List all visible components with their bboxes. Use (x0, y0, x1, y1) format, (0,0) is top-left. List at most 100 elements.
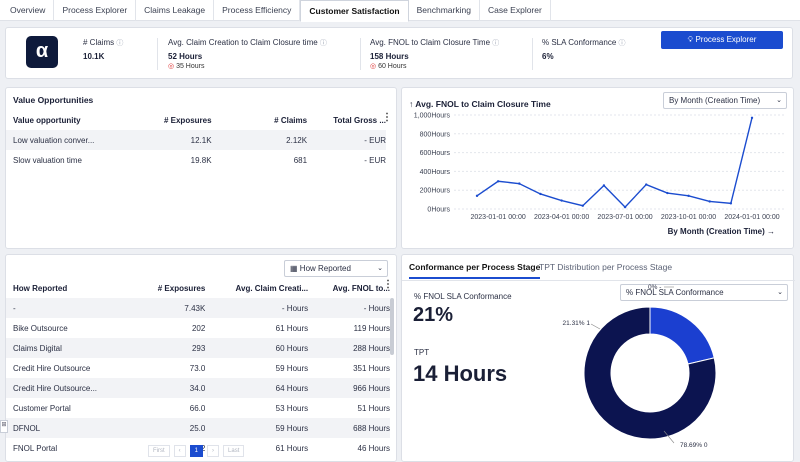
column-header[interactable]: How Reported (13, 283, 68, 293)
divider (360, 38, 361, 70)
pager-button[interactable]: 1 (189, 445, 204, 457)
pager-button[interactable]: › (207, 445, 220, 457)
tpt-value: 14 Hours (413, 361, 508, 386)
table-cell: 7.43K (119, 298, 206, 318)
y-tick-label: 800Hours (420, 131, 451, 138)
tab-case-explorer[interactable]: Case Explorer (480, 0, 551, 21)
pager-button[interactable]: First (148, 445, 170, 457)
table-cell: 34.0 (119, 378, 206, 398)
pager-button[interactable]: Last (223, 445, 245, 457)
table-cell: 46 Hours (357, 443, 390, 453)
data-point[interactable] (623, 205, 627, 209)
tab-customer-satisfaction[interactable]: Customer Satisfaction (300, 0, 409, 22)
info-icon[interactable]: ⓘ (319, 40, 327, 47)
data-point[interactable] (539, 192, 542, 196)
pagination: First ‹ 1 › Last (148, 445, 245, 457)
y-tick-label: 600Hours (420, 150, 451, 157)
table-row[interactable]: Credit Hire Outsource 73.0 59 Hours 351 Hou… (6, 358, 390, 378)
table-row[interactable]: -7.43K - Hours - Hours (6, 298, 390, 318)
data-point[interactable] (729, 202, 733, 205)
donut-slice[interactable] (583, 306, 717, 440)
data-point[interactable] (581, 204, 584, 207)
column-header[interactable]: # Claims (274, 115, 308, 125)
tab-conformance[interactable]: Conformance per Process Stage (409, 262, 541, 279)
table-row[interactable]: Credit Hire Outsource... 34.0 64 Hours 966 … (6, 378, 390, 398)
data-point[interactable] (518, 182, 521, 185)
sla-label: % FNOL SLA Conformance (414, 292, 512, 301)
data-point[interactable] (666, 191, 669, 195)
table-cell: - EUR (307, 130, 386, 150)
data-point[interactable] (687, 194, 690, 198)
column-header[interactable]: # Exposures (157, 283, 206, 293)
how-reported-dropdown[interactable]: ▦ How Reported ⌄ (284, 260, 388, 277)
table-row[interactable]: DFNOL 25.0 59 Hours 688 Hours (6, 418, 390, 438)
chart-title-row: ↑ Avg. FNOL to Claim Closure Time (409, 99, 551, 109)
lightbulb-icon: 💡︎ (687, 35, 694, 44)
data-point[interactable] (475, 194, 479, 198)
app-logo: α (26, 36, 58, 68)
table-cell: - (6, 298, 120, 318)
table-cell: DFNOL (6, 418, 120, 438)
kpi-creation-label: Avg. Claim Creation to Claim Closure tim… (168, 38, 318, 47)
kpi-claims-value: 10.1K (83, 52, 105, 61)
column-header[interactable]: Total Gross ... (333, 115, 386, 125)
table-row[interactable]: Low valuation conver... 12.1K 2.12K - EUR (6, 130, 386, 150)
fnol-chart-panel: ↑ Avg. FNOL to Claim Closure Time By Mon… (401, 87, 794, 249)
dropdown-value: How Reported (299, 264, 351, 273)
tab-overview[interactable]: Overview (2, 0, 55, 21)
process-explorer-button[interactable]: 💡︎ Process Explorer (661, 31, 783, 49)
how-reported-panel: ▦ How Reported ⌄ ⋮ How Reported # Exposur… (5, 254, 397, 462)
series-line (476, 117, 753, 209)
kpi-creation-value: 52 Hours (168, 52, 203, 61)
table-cell: 288 Hours (308, 338, 390, 358)
info-icon[interactable]: ⓘ (116, 40, 124, 47)
chart-grouping-link[interactable]: By Month (Creation Time) → (667, 227, 775, 236)
y-tick-label: 200Hours (420, 188, 451, 195)
conformance-dropdown[interactable]: % FNOL SLA Conformance ⌄ (620, 284, 788, 301)
more-options-icon[interactable]: ⋮ (383, 279, 393, 290)
table-cell: 59 Hours (275, 363, 309, 373)
table-row[interactable]: Slow valuation time 19.8K 681 - EUR (6, 150, 386, 170)
column-header[interactable]: # Exposures (163, 115, 212, 125)
chart-grouping-dropdown[interactable]: By Month (Creation Time) ⌄ (663, 92, 787, 109)
label-connector (590, 323, 601, 330)
data-point[interactable] (750, 116, 754, 120)
donut-label: 21.31% 1 (563, 320, 591, 327)
data-point[interactable] (496, 180, 500, 183)
tab-process-efficiency[interactable]: Process Efficiency (214, 0, 301, 21)
side-panel-toggle[interactable]: ⊞ (0, 420, 8, 433)
tab-process-explorer[interactable]: Process Explorer (54, 0, 137, 21)
tab-claims-leakage[interactable]: Claims Leakage (136, 0, 215, 21)
pager-button[interactable]: ‹ (173, 445, 186, 457)
table-row[interactable]: Bike Outsource 202 61 Hours 119 Hours (6, 318, 390, 338)
column-header[interactable]: Value opportunity (13, 115, 81, 125)
dropdown-value: % FNOL SLA Conformance (626, 288, 724, 297)
panel-title: Value Opportunities (13, 95, 94, 105)
column-header[interactable]: Avg. FNOL to... (332, 283, 390, 293)
value-opportunities-panel: Value Opportunities Value opportunity # … (5, 87, 397, 249)
table-icon: ▦ (290, 264, 298, 273)
column-header[interactable]: Avg. Claim Creati... (235, 283, 309, 293)
table-cell: 60 Hours (205, 338, 309, 358)
dropdown-value: By Month (Creation Time) (669, 96, 761, 105)
tab-benchmarking[interactable]: Benchmarking (409, 0, 480, 21)
table-cell: 66.0 (189, 403, 206, 413)
info-icon[interactable]: ⓘ (492, 40, 500, 47)
info-icon[interactable]: ⓘ (618, 40, 626, 47)
more-options-icon[interactable]: ⋮ (382, 112, 392, 123)
table-cell: 688 Hours (308, 418, 390, 438)
data-point[interactable] (560, 199, 563, 202)
data-point[interactable] (708, 200, 711, 203)
donut-label: 78.69% 0 (680, 442, 708, 449)
data-point[interactable] (602, 184, 606, 187)
data-point[interactable] (645, 183, 648, 186)
table-scrollbar[interactable] (390, 298, 394, 355)
conformance-panel: Conformance per Process Stage TPT Distri… (401, 254, 795, 462)
kpi-creation: Avg. Claim Creation to Claim Closure tim… (168, 38, 327, 70)
kpi-fnol-label: Avg. FNOL to Claim Closure Time (370, 38, 491, 47)
table-cell: Low valuation conver... (6, 130, 131, 150)
table-row[interactable]: Claims Digital 293 60 Hours 288 Hours (6, 338, 390, 358)
donut-slice[interactable] (649, 306, 715, 365)
tab-tpt-distribution[interactable]: TPT Distribution per Process Stage (539, 262, 673, 272)
table-row[interactable]: Customer Portal 66.0 53 Hours 51 Hours (6, 398, 390, 418)
